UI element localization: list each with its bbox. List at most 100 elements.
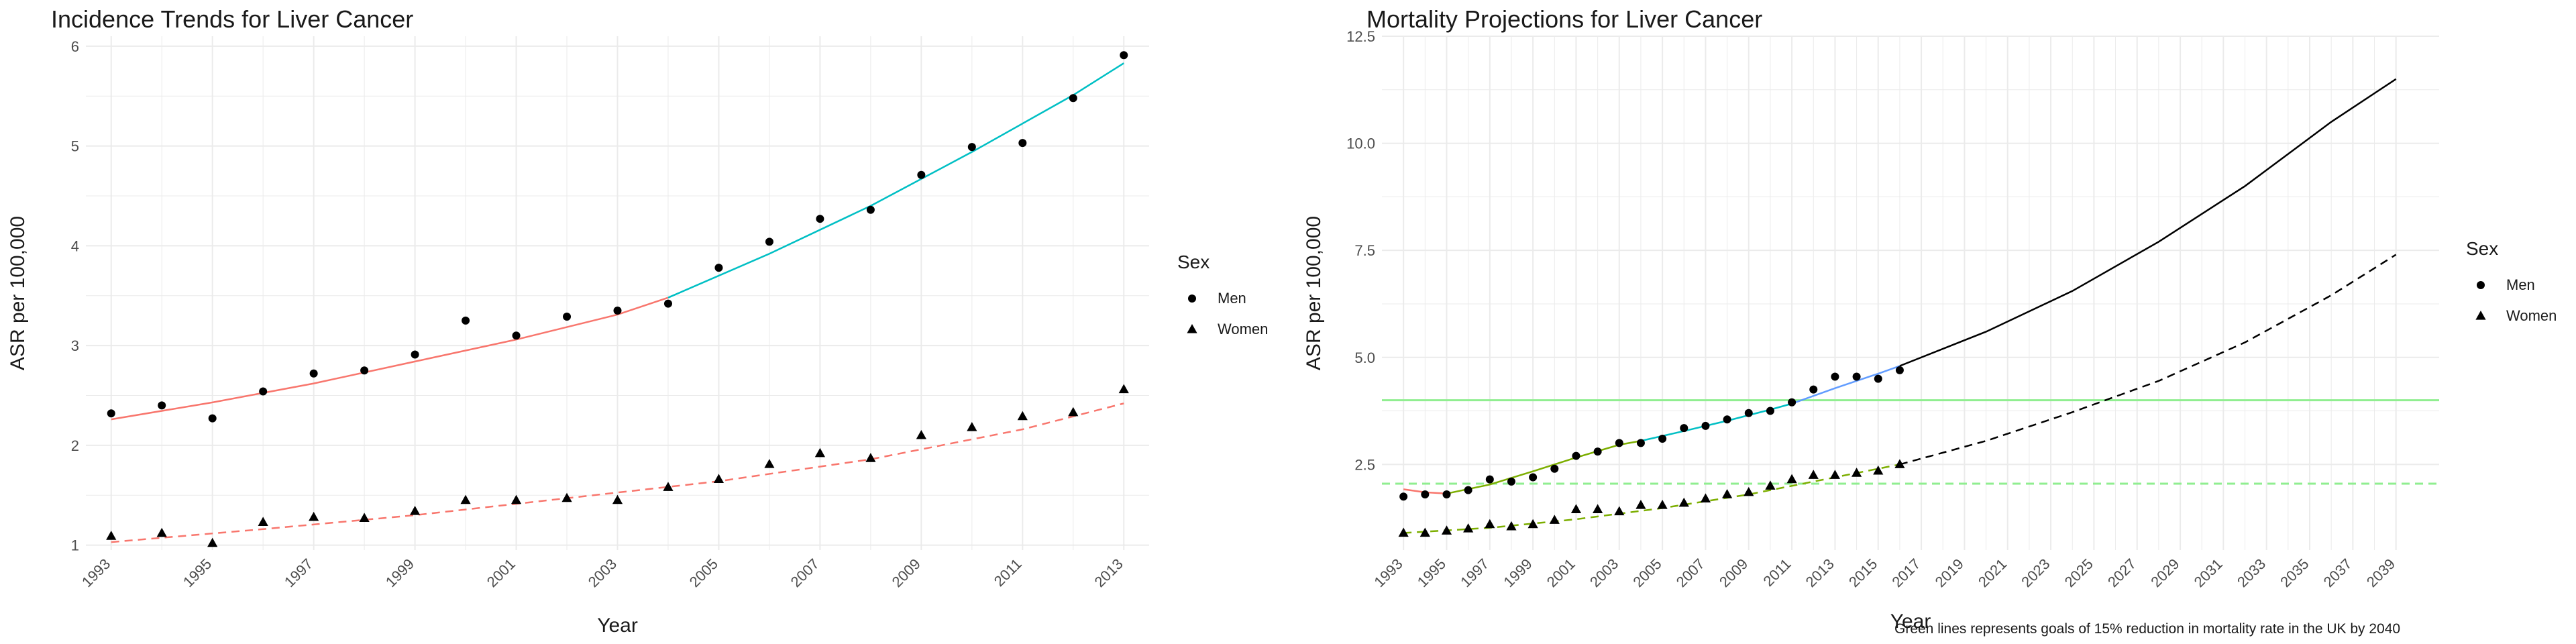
left-point-men: [563, 312, 572, 321]
left-trend-line-women: [111, 402, 1124, 543]
right-point-women: [1894, 459, 1905, 468]
right-plot-area: [1382, 36, 2439, 550]
left-x-tick-label: 2009: [889, 555, 924, 590]
left-point-men: [917, 170, 926, 179]
right-point-men: [1701, 421, 1710, 430]
left-x-tick-label: 2007: [788, 555, 822, 590]
right-point-men: [1788, 398, 1796, 407]
right-point-men: [1723, 415, 1731, 424]
left-point-men: [765, 237, 773, 246]
right-x-tick-label: 2035: [2277, 555, 2312, 590]
right-x-tick-label: 2003: [1587, 555, 1621, 590]
left-point-women: [967, 422, 977, 431]
right-point-men: [1744, 409, 1753, 417]
right-point-men: [1680, 424, 1688, 433]
left-legend-key-women: [1187, 324, 1197, 333]
left-point-women: [359, 513, 370, 523]
right-point-men: [1658, 435, 1667, 443]
right-point-women: [1549, 515, 1560, 524]
left-point-men: [714, 264, 723, 272]
left-point-men: [1069, 94, 1077, 103]
right-trend-line-women: [1899, 254, 2397, 466]
left-point-women: [814, 447, 826, 458]
right-y-tick-label: 10.0: [1346, 136, 1375, 152]
left-point-women: [460, 494, 471, 504]
left-legend-label-women: Women: [1218, 321, 1268, 337]
right-point-men: [1874, 374, 1882, 383]
left-x-axis-title: Year: [597, 614, 638, 637]
right-point-women: [1786, 474, 1797, 484]
left-point-women: [207, 537, 218, 547]
right-x-tick-label: 2021: [1975, 555, 2010, 590]
right-point-women: [1635, 499, 1646, 509]
right-point-women: [1463, 523, 1474, 533]
right-x-tick-label: 2023: [2018, 555, 2053, 590]
right-legend-title: Sex: [2466, 238, 2498, 259]
right-point-men: [1507, 477, 1515, 486]
right-x-tick-label: 2007: [1673, 555, 1708, 590]
right-point-men: [1593, 447, 1602, 456]
right-point-women: [1506, 521, 1517, 531]
right-x-tick-label: 2031: [2191, 555, 2226, 590]
right-x-tick-label: 2017: [1888, 555, 1923, 590]
left-y-tick-label: 3: [71, 337, 79, 354]
right-point-women: [1441, 525, 1452, 535]
left-point-women: [1118, 384, 1129, 394]
left-point-men: [107, 409, 115, 418]
left-point-men: [462, 316, 470, 325]
right-point-women: [1722, 489, 1733, 498]
left-y-tick-label: 2: [71, 437, 79, 454]
left-point-men: [816, 215, 824, 223]
right-point-men: [1529, 473, 1538, 482]
right-x-tick-label: 2029: [2147, 555, 2182, 590]
left-x-tick-label: 1993: [78, 555, 113, 590]
right-point-women: [1700, 493, 1711, 502]
left-point-women: [713, 474, 724, 483]
left-point-women: [561, 492, 572, 502]
right-x-tick-label: 1999: [1500, 555, 1535, 590]
right-legend-label-women: Women: [2506, 307, 2557, 324]
left-point-women: [612, 494, 623, 504]
right-point-men: [1831, 372, 1839, 381]
right-x-tick-label: 2011: [1760, 555, 1794, 590]
right-point-women: [1527, 519, 1538, 529]
left-point-women: [865, 453, 876, 462]
left-x-tick-label: 2013: [1091, 555, 1126, 590]
left-point-women: [409, 505, 421, 515]
left-point-women: [258, 517, 268, 526]
left-point-men: [1018, 139, 1027, 148]
right-point-women: [1419, 527, 1430, 537]
right-x-tick-label: 1995: [1414, 555, 1449, 590]
right-point-women: [1765, 480, 1776, 490]
left-x-tick-label: 2001: [484, 555, 519, 590]
right-point-men: [1766, 407, 1774, 415]
left-point-men: [866, 205, 875, 214]
left-legend-title: Sex: [1177, 252, 1210, 272]
left-point-women: [916, 429, 926, 439]
left-legend-key-men: [1188, 294, 1196, 303]
right-point-men: [1809, 385, 1818, 394]
right-legend-label-men: Men: [2506, 276, 2535, 293]
right-trend-line-men: [1791, 365, 1900, 405]
left-point-men: [663, 299, 672, 308]
left-x-tick-label: 1995: [180, 555, 215, 590]
right-point-women: [1593, 504, 1603, 513]
left-point-men: [512, 331, 521, 340]
left-point-women: [511, 494, 522, 504]
chart-caption: Green lines represents goals of 15% redu…: [1894, 621, 2401, 637]
right-trend-line-men: [1899, 78, 2397, 367]
left-y-tick-label: 1: [71, 537, 79, 554]
left-point-men: [613, 307, 622, 315]
right-x-tick-label: 2033: [2234, 555, 2269, 590]
left-chart-title: Incidence Trends for Liver Cancer: [51, 5, 414, 33]
right-x-tick-label: 2005: [1629, 555, 1664, 590]
left-point-men: [1120, 51, 1128, 60]
right-point-women: [1873, 465, 1884, 475]
right-y-tick-label: 7.5: [1354, 242, 1375, 259]
left-y-axis-title: ASR per 100,000: [7, 216, 29, 370]
right-point-women: [1829, 470, 1841, 479]
left-point-men: [259, 387, 268, 396]
left-point-men: [309, 369, 318, 378]
right-point-women: [1743, 486, 1754, 496]
